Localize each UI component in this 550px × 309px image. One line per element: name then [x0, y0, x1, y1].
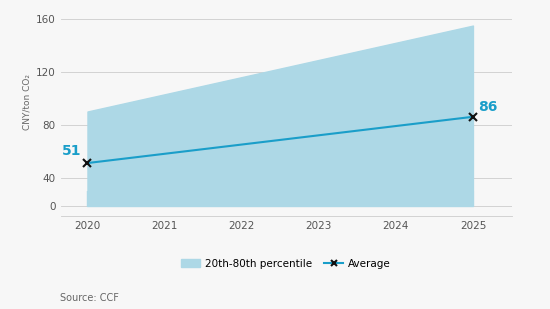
- Legend: 20th-80th percentile, Average: 20th-80th percentile, Average: [177, 255, 395, 273]
- Text: 51: 51: [62, 144, 81, 158]
- Text: Source: CCF: Source: CCF: [60, 293, 119, 303]
- Y-axis label: CNY/ton CO₂: CNY/ton CO₂: [23, 74, 32, 129]
- Text: 86: 86: [478, 100, 498, 114]
